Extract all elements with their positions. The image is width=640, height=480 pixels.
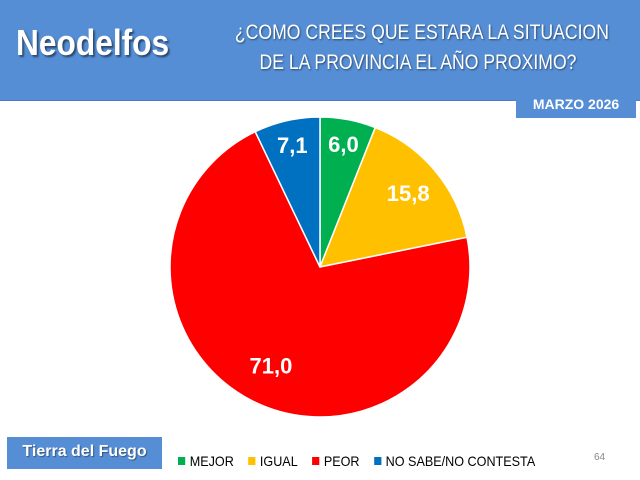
legend: MEJOR IGUAL PEOR NO SABE/NO CONTESTA xyxy=(178,453,535,469)
legend-swatch xyxy=(248,457,256,465)
data-label: 7,1 xyxy=(277,133,308,158)
title-line-2: DE LA PROVINCIA EL AÑO PROXIMO? xyxy=(259,51,577,74)
legend-label: NO SABE/NO CONTESTA xyxy=(385,453,536,469)
legend-item: PEOR xyxy=(312,453,360,469)
title-line-1: ¿COMO CREES QUE ESTARA LA SITUACION xyxy=(234,21,609,44)
chart-title: ¿COMO CREES QUE ESTARA LA SITUACION DE L… xyxy=(200,18,636,78)
data-label: 15,8 xyxy=(387,181,430,206)
pie-slice-no-sabe-no-contesta xyxy=(254,116,321,268)
date-badge: MARZO 2026 xyxy=(516,90,636,118)
page-number: 64 xyxy=(594,452,606,463)
data-label: 71,0 xyxy=(250,353,293,378)
header-banner: Neodelfos ¿COMO CREES QUE ESTARA LA SITU… xyxy=(0,0,640,101)
legend-swatch xyxy=(178,457,186,465)
region-badge: Tierra del Fuego xyxy=(7,437,162,469)
legend-label: PEOR xyxy=(323,453,360,469)
pie-slice-igual xyxy=(318,126,468,269)
legend-label: IGUAL xyxy=(259,453,298,469)
legend-item: NO SABE/NO CONTESTA xyxy=(373,453,536,469)
legend-swatch xyxy=(312,457,320,465)
legend-item: IGUAL xyxy=(248,453,298,469)
legend-item: MEJOR xyxy=(178,453,234,469)
brand-logo-text: Neodelfos xyxy=(16,22,170,63)
legend-swatch xyxy=(373,457,382,465)
legend-label: MEJOR xyxy=(189,453,234,469)
pie-slice-peor xyxy=(169,130,471,418)
data-label: 6,0 xyxy=(328,132,359,157)
